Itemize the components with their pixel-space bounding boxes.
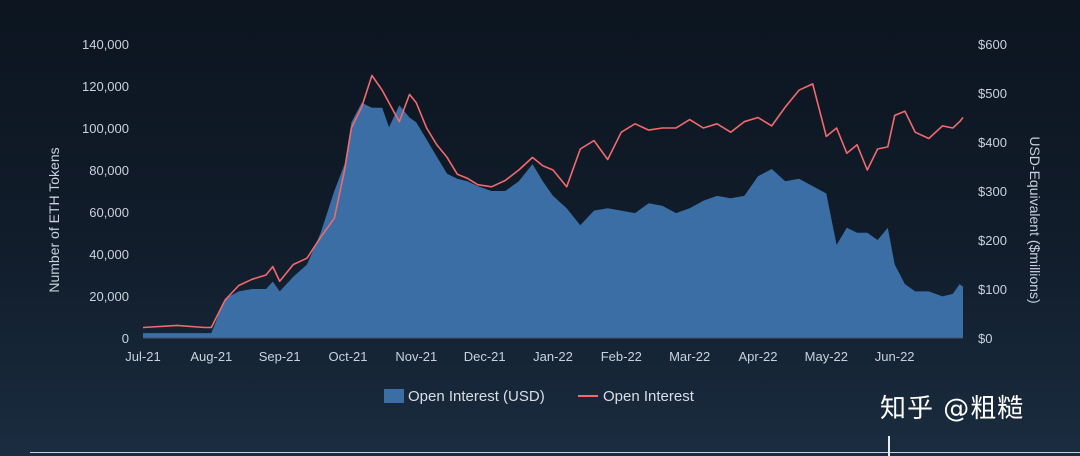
- y2-tick-label: $500: [978, 86, 1007, 101]
- legend-usd-swatch: [384, 389, 404, 403]
- y-tick-label: 120,000: [82, 79, 129, 94]
- y-tick-label: 80,000: [89, 163, 129, 178]
- watermark-text: 知乎 @粗糙: [880, 394, 1025, 424]
- right-axis-ticks: $0 $100 $200 $300 $400 $500 $600: [978, 37, 1007, 346]
- x-tick-label: Apr-22: [738, 349, 777, 364]
- y-tick-label: 0: [122, 331, 129, 346]
- x-tick-label: Sep-21: [259, 349, 301, 364]
- y-tick-label: 40,000: [89, 247, 129, 262]
- bottom-divider: [30, 452, 1080, 453]
- left-axis-title: Number of ETH Tokens: [46, 147, 62, 292]
- right-axis-title: USD-Equivalent ($millions): [1027, 136, 1043, 303]
- y2-tick-label: $600: [978, 37, 1007, 52]
- legend-tokens-label: Open Interest: [603, 388, 695, 405]
- x-tick-label: Dec-21: [464, 349, 506, 364]
- legend: Open Interest (USD) Open Interest: [384, 388, 695, 405]
- x-tick-label: Feb-22: [601, 349, 642, 364]
- x-axis-ticks: Jul-21 Aug-21 Sep-21 Oct-21 Nov-21 Dec-21 Jan-…: [125, 349, 914, 364]
- x-tick-label: May-22: [805, 349, 848, 364]
- usd-area-layer: [143, 102, 963, 338]
- y-tick-label: 140,000: [82, 37, 129, 52]
- y2-tick-label: $200: [978, 233, 1007, 248]
- x-tick-label: Mar-22: [669, 349, 710, 364]
- left-axis-ticks: 0 20,000 40,000 60,000 80,000 100,000 120,000 1…: [82, 37, 129, 346]
- y-tick-label: 60,000: [89, 205, 129, 220]
- series-open-interest-line: [142, 74, 964, 329]
- scroll-cursor-mark: [888, 436, 890, 456]
- tokens-line-layer: [142, 74, 964, 329]
- x-tick-label: Jul-21: [125, 349, 160, 364]
- y-tick-label: 20,000: [89, 289, 129, 304]
- x-tick-label: Jan-22: [533, 349, 573, 364]
- y2-tick-label: $300: [978, 184, 1007, 199]
- series-open-interest-usd-area: [143, 102, 963, 338]
- x-tick-label: Oct-21: [328, 349, 367, 364]
- x-tick-label: Nov-21: [395, 349, 437, 364]
- x-tick-label: Aug-21: [190, 349, 232, 364]
- legend-usd-label: Open Interest (USD): [408, 388, 545, 405]
- y-tick-label: 100,000: [82, 121, 129, 136]
- y2-tick-label: $100: [978, 282, 1007, 297]
- y2-tick-label: $400: [978, 135, 1007, 150]
- x-tick-label: Jun-22: [875, 349, 915, 364]
- y2-tick-label: $0: [978, 331, 992, 346]
